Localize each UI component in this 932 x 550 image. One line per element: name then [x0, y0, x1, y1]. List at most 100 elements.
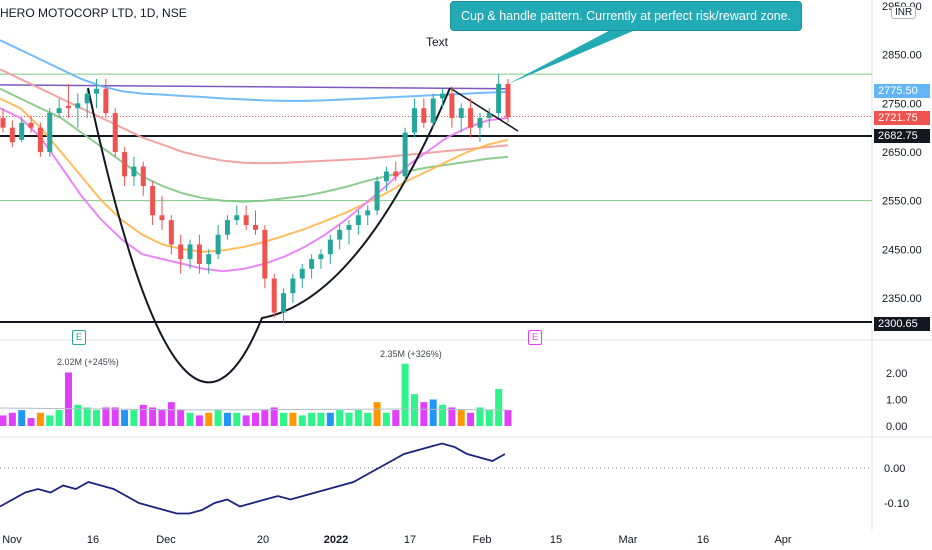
volume-bar — [270, 407, 278, 426]
oscillator-tick: 0.00 — [884, 463, 905, 475]
volume-bar — [289, 412, 297, 426]
candle-body — [84, 93, 90, 104]
volume-bar — [214, 410, 222, 426]
candle-body — [19, 122, 25, 140]
volume-bar — [55, 410, 63, 426]
x-tick: Dec — [156, 534, 176, 546]
price-tag-red: 2721.75 — [874, 111, 930, 125]
candle-body — [196, 244, 202, 264]
candle-body — [402, 132, 408, 177]
volume-bar — [345, 412, 353, 426]
volume-bar — [8, 412, 16, 426]
volume-bar — [298, 415, 306, 426]
candle-body — [103, 88, 109, 114]
ema-line-4 — [0, 107, 509, 273]
volume-bar — [392, 410, 400, 426]
price-tick: 2850.00 — [882, 50, 922, 62]
price-tick: 2550.00 — [882, 196, 922, 208]
candle-body — [122, 152, 128, 177]
price-tick: 2650.00 — [882, 147, 922, 159]
candle-body — [281, 293, 287, 313]
price-tick: 2350.00 — [882, 293, 922, 305]
earnings-badge-1[interactable]: E — [72, 330, 86, 345]
volume-bar — [186, 412, 194, 426]
handle-line — [449, 87, 519, 132]
candle-body — [178, 244, 184, 260]
candle-body — [299, 268, 305, 279]
x-tick: 16 — [697, 534, 709, 546]
candle-body — [168, 220, 174, 245]
volume-bar — [46, 415, 54, 426]
volume-bar — [317, 412, 325, 426]
volume-bar — [336, 410, 344, 426]
candle-body — [47, 113, 53, 152]
volume-bar — [167, 402, 175, 426]
candle-body — [131, 166, 137, 177]
candle-body — [355, 215, 361, 225]
volume-annotation-1: 2.02M (+245%) — [57, 357, 119, 367]
candle-body — [505, 83, 511, 117]
candle-body — [468, 108, 474, 128]
volume-bar — [280, 412, 288, 426]
candle-body — [496, 83, 502, 114]
text-annotation[interactable]: Text — [426, 35, 449, 49]
candle-body — [37, 127, 43, 152]
volume-tick: 1.00 — [886, 395, 907, 407]
volume-bar — [410, 394, 418, 426]
candle-body — [327, 239, 333, 255]
candle-body — [28, 122, 34, 128]
chart-title: HERO MOTOCORP LTD, 1D, NSE — [0, 6, 187, 20]
ema-line-0 — [0, 39, 509, 102]
volume-bar — [36, 412, 44, 426]
x-tick: 15 — [550, 534, 562, 546]
candle-body — [374, 181, 380, 211]
candle-body — [477, 117, 483, 128]
volume-bar — [429, 399, 437, 426]
volume-bar — [111, 407, 119, 426]
volume-bar — [18, 410, 26, 426]
volume-bar — [495, 388, 503, 426]
candle-body — [421, 108, 427, 123]
volume-bar — [177, 410, 185, 426]
volume-bar — [223, 412, 231, 426]
candle-body — [112, 113, 118, 152]
volume-bar — [139, 404, 147, 426]
price-tick: 2750.00 — [882, 98, 922, 110]
volume-bar — [102, 407, 110, 426]
resistance-line — [0, 84, 509, 90]
candle-body — [393, 171, 399, 177]
currency-badge[interactable]: INR — [891, 6, 917, 19]
x-tick: Mar — [619, 534, 638, 546]
volume-bar — [448, 407, 456, 426]
callout-annotation[interactable]: Cup & handle pattern. Currently at perfe… — [450, 1, 803, 31]
candle-body — [9, 127, 15, 143]
ema-line-2 — [0, 87, 509, 203]
volume-bar — [195, 415, 203, 426]
price-tick: 2450.00 — [882, 244, 922, 256]
candle-body — [309, 259, 315, 269]
candle-body — [346, 225, 352, 230]
candle-body — [243, 215, 249, 225]
volume-bar — [242, 415, 250, 426]
volume-bar — [158, 410, 166, 426]
volume-bar — [252, 412, 259, 426]
candle-body — [206, 254, 212, 264]
candle-body — [94, 88, 100, 94]
candle-body — [262, 229, 268, 279]
volume-bar — [382, 412, 390, 426]
volume-bar — [457, 410, 465, 426]
volume-bar — [476, 407, 484, 426]
volume-bar — [485, 410, 493, 426]
candle-body — [140, 166, 146, 187]
candle-body — [440, 93, 446, 99]
candle-body — [215, 234, 221, 255]
earnings-badge-2[interactable]: E — [528, 330, 542, 345]
volume-bar — [121, 410, 129, 426]
volume-tick: 0.00 — [886, 421, 907, 433]
x-tick: 16 — [87, 534, 99, 546]
volume-bar — [93, 410, 101, 426]
callout-pointer — [508, 25, 640, 84]
candle-body — [411, 108, 417, 133]
volume-bar — [64, 372, 72, 426]
